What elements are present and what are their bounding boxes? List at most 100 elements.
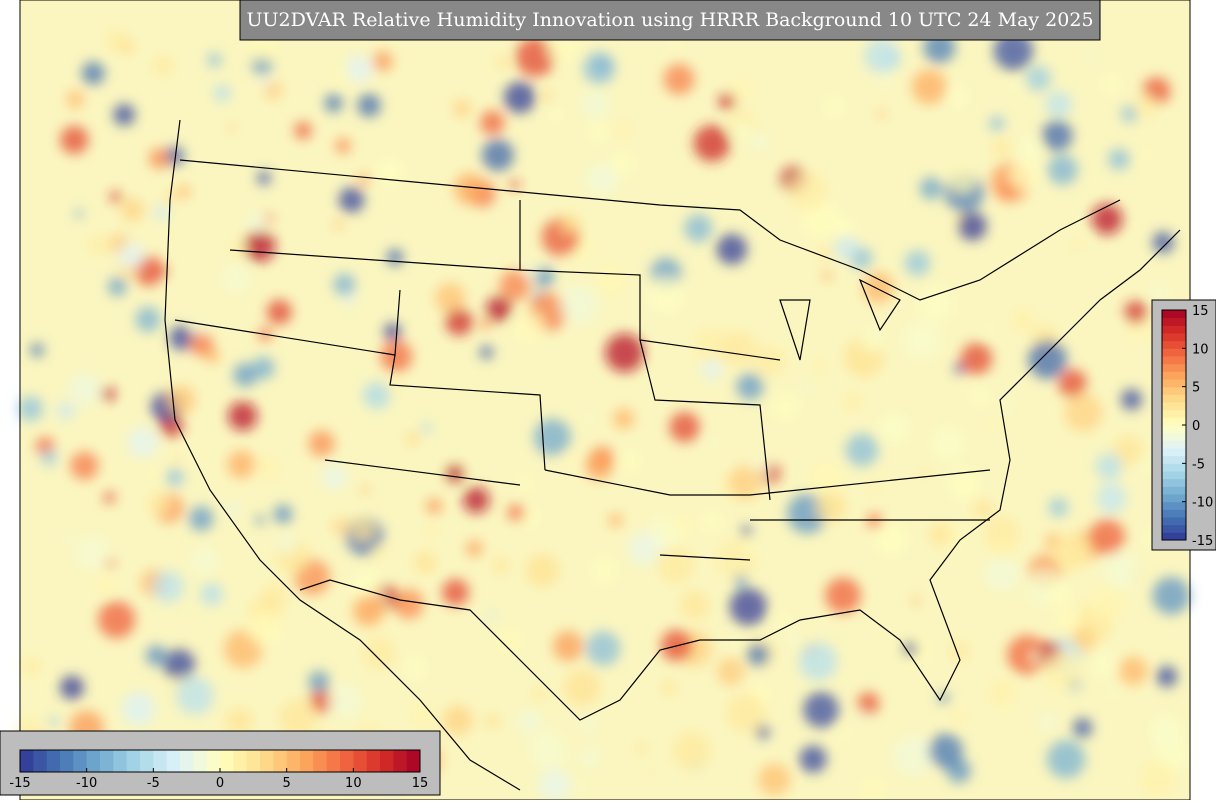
humidity-blob <box>49 717 59 727</box>
humidity-blob <box>834 218 855 239</box>
humidity-blob <box>266 299 292 325</box>
humidity-blob <box>496 55 510 69</box>
humidity-blob <box>120 40 135 55</box>
humidity-blob <box>611 153 633 175</box>
humidity-blob <box>517 710 542 735</box>
humidity-blob <box>294 121 312 140</box>
humidity-blob <box>559 285 599 324</box>
humidity-blob <box>1028 340 1067 379</box>
humidity-blob <box>480 110 505 135</box>
humidity-blob <box>893 735 934 776</box>
humidity-blob <box>824 96 844 117</box>
humidity-blob <box>669 411 700 443</box>
humidity-blob <box>421 423 432 434</box>
humidity-blob <box>693 327 729 363</box>
humidity-blob <box>372 51 393 72</box>
colorbar-tick-label: 0 <box>216 776 224 791</box>
humidity-blob <box>628 532 661 565</box>
colorbar-step <box>260 750 274 772</box>
humidity-blob <box>435 282 466 314</box>
humidity-blob <box>562 451 578 468</box>
colorbar-step <box>1162 440 1186 449</box>
colorbar-tick-label: 10 <box>345 776 362 791</box>
humidity-blob <box>672 731 711 770</box>
colorbar-step <box>1162 432 1186 441</box>
humidity-blob <box>788 171 828 211</box>
humidity-blob <box>358 174 370 186</box>
humidity-blob <box>918 286 954 322</box>
humidity-blob <box>516 473 535 492</box>
humidity-blob <box>227 450 256 479</box>
humidity-blob <box>425 524 439 538</box>
colorbar-step <box>1162 394 1186 403</box>
colorbar-step <box>86 750 101 772</box>
humidity-blob <box>560 213 582 234</box>
humidity-blob <box>1088 586 1125 623</box>
humidity-blob <box>60 125 89 155</box>
colorbar-step <box>1162 486 1186 495</box>
humidity-blob <box>671 514 695 537</box>
humidity-blob <box>552 630 584 662</box>
humidity-blob <box>564 669 601 706</box>
colorbar-step <box>60 750 74 772</box>
humidity-blob <box>479 345 494 360</box>
humidity-blob <box>254 455 280 481</box>
humidity-blob <box>333 273 356 296</box>
humidity-blob <box>154 205 170 221</box>
colorbar-tick-label: -15 <box>9 776 30 791</box>
colorbar-step <box>1162 532 1186 541</box>
colorbar-step <box>166 750 181 772</box>
colorbar-step <box>406 750 421 772</box>
colorbar-step <box>1162 448 1186 457</box>
humidity-blob <box>228 401 258 431</box>
humidity-blob <box>1000 398 1015 412</box>
humidity-blob <box>585 631 621 666</box>
humidity-blob <box>732 120 753 140</box>
humidity-blob <box>147 491 172 515</box>
colorbar-step <box>1162 463 1186 472</box>
humidity-blob <box>734 574 748 588</box>
humidity-blob <box>393 589 424 619</box>
colorbar-step <box>353 750 368 772</box>
humidity-blob <box>1119 656 1148 686</box>
colorbar-step <box>73 750 88 772</box>
colorbar-step <box>153 750 168 772</box>
humidity-blob <box>798 642 838 681</box>
humidity-blob <box>709 437 718 446</box>
colorbar-step <box>193 750 208 772</box>
humidity-blob <box>531 685 548 703</box>
humidity-blob <box>69 374 101 406</box>
humidity-blob <box>864 38 900 74</box>
humidity-blob <box>586 412 595 422</box>
humidity-blob <box>454 173 486 205</box>
humidity-blob <box>120 198 145 222</box>
humidity-blob <box>533 418 571 456</box>
humidity-blob <box>135 306 161 333</box>
humidity-blob <box>309 689 334 714</box>
humidity-blob <box>414 551 437 574</box>
humidity-blob <box>324 94 343 113</box>
humidity-blob <box>878 412 910 444</box>
humidity-blob <box>491 556 510 575</box>
humidity-blob <box>221 264 250 293</box>
humidity-blob <box>308 430 335 457</box>
humidity-blob <box>106 558 115 568</box>
humidity-blob <box>605 333 644 373</box>
humidity-blob <box>740 526 752 538</box>
colorbar-tick-label: 15 <box>412 776 429 791</box>
humidity-blob <box>581 90 609 118</box>
humidity-blob <box>486 295 513 322</box>
humidity-blob <box>592 558 617 583</box>
humidity-blob <box>189 332 213 356</box>
colorbar-step <box>46 750 61 772</box>
humidity-blob <box>986 420 999 434</box>
humidity-blob <box>1048 497 1069 518</box>
humidity-blob <box>726 693 767 734</box>
humidity-blob <box>693 125 731 162</box>
humidity-blob <box>173 454 182 463</box>
humidity-blob <box>919 177 943 200</box>
humidity-blob <box>107 277 127 297</box>
humidity-blob <box>481 139 514 172</box>
colorbar-vertical: -15 -10 -5 0 5 10 15 <box>1161 304 1213 549</box>
humidity-blob <box>200 582 223 606</box>
